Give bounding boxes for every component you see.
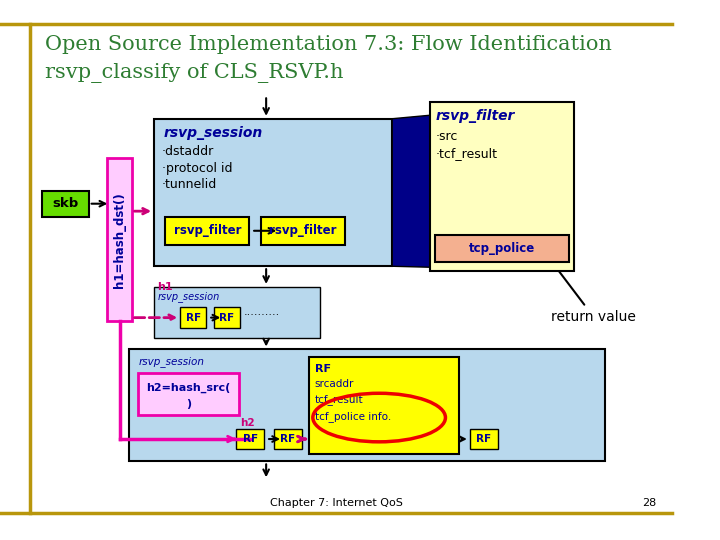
Text: rsvp_filter: rsvp_filter bbox=[269, 224, 336, 237]
Text: RF: RF bbox=[243, 434, 258, 444]
FancyBboxPatch shape bbox=[154, 287, 320, 338]
FancyBboxPatch shape bbox=[274, 429, 302, 449]
Text: h1: h1 bbox=[157, 282, 173, 292]
Text: ·tcf_result: ·tcf_result bbox=[435, 147, 498, 160]
Text: rsvp_session: rsvp_session bbox=[163, 126, 263, 140]
Text: 28: 28 bbox=[642, 498, 656, 509]
Text: RF: RF bbox=[476, 434, 491, 444]
Text: h2=hash_src(: h2=hash_src( bbox=[146, 382, 231, 393]
FancyBboxPatch shape bbox=[180, 307, 207, 328]
FancyBboxPatch shape bbox=[214, 307, 240, 328]
Text: ·protocol id: ·protocol id bbox=[161, 161, 232, 174]
Text: h2: h2 bbox=[240, 417, 255, 428]
Text: ·dstaddr: ·dstaddr bbox=[161, 145, 214, 158]
FancyBboxPatch shape bbox=[166, 217, 249, 245]
FancyBboxPatch shape bbox=[435, 235, 569, 261]
Text: ): ) bbox=[186, 399, 192, 409]
Text: RF: RF bbox=[186, 313, 201, 322]
Text: tcf_result: tcf_result bbox=[315, 394, 364, 405]
FancyBboxPatch shape bbox=[469, 429, 498, 449]
Text: rsvp_filter: rsvp_filter bbox=[174, 224, 241, 237]
Text: h1=hash_dst(): h1=hash_dst() bbox=[113, 192, 126, 287]
FancyBboxPatch shape bbox=[236, 429, 264, 449]
Text: Chapter 7: Internet QoS: Chapter 7: Internet QoS bbox=[270, 498, 402, 509]
Text: srcaddr: srcaddr bbox=[315, 379, 354, 389]
Polygon shape bbox=[392, 102, 575, 271]
Text: rsvp_session: rsvp_session bbox=[138, 356, 204, 367]
FancyBboxPatch shape bbox=[138, 373, 239, 415]
FancyBboxPatch shape bbox=[430, 102, 575, 271]
FancyBboxPatch shape bbox=[261, 217, 345, 245]
Text: rsvp_filter: rsvp_filter bbox=[435, 110, 515, 123]
FancyBboxPatch shape bbox=[107, 158, 132, 321]
Text: ·src: ·src bbox=[435, 130, 457, 143]
FancyBboxPatch shape bbox=[129, 349, 605, 462]
Text: ..........: .......... bbox=[244, 307, 280, 317]
Text: return value: return value bbox=[505, 199, 636, 323]
Text: tcf_police info.: tcf_police info. bbox=[315, 411, 391, 422]
Text: rsvp_classify of CLS_RSVP.h: rsvp_classify of CLS_RSVP.h bbox=[45, 63, 343, 83]
Text: Open Source Implementation 7.3: Flow Identification: Open Source Implementation 7.3: Flow Ide… bbox=[45, 35, 612, 53]
Text: tcp_police: tcp_police bbox=[469, 242, 535, 255]
Text: rsvp_session: rsvp_session bbox=[158, 292, 220, 302]
Text: RF: RF bbox=[220, 313, 235, 322]
Text: skb: skb bbox=[53, 197, 78, 210]
FancyBboxPatch shape bbox=[309, 357, 459, 454]
Text: ·tunnelid: ·tunnelid bbox=[161, 179, 217, 192]
Text: RF: RF bbox=[280, 434, 295, 444]
Text: RF: RF bbox=[315, 364, 330, 374]
FancyBboxPatch shape bbox=[154, 119, 392, 266]
FancyBboxPatch shape bbox=[42, 191, 89, 217]
